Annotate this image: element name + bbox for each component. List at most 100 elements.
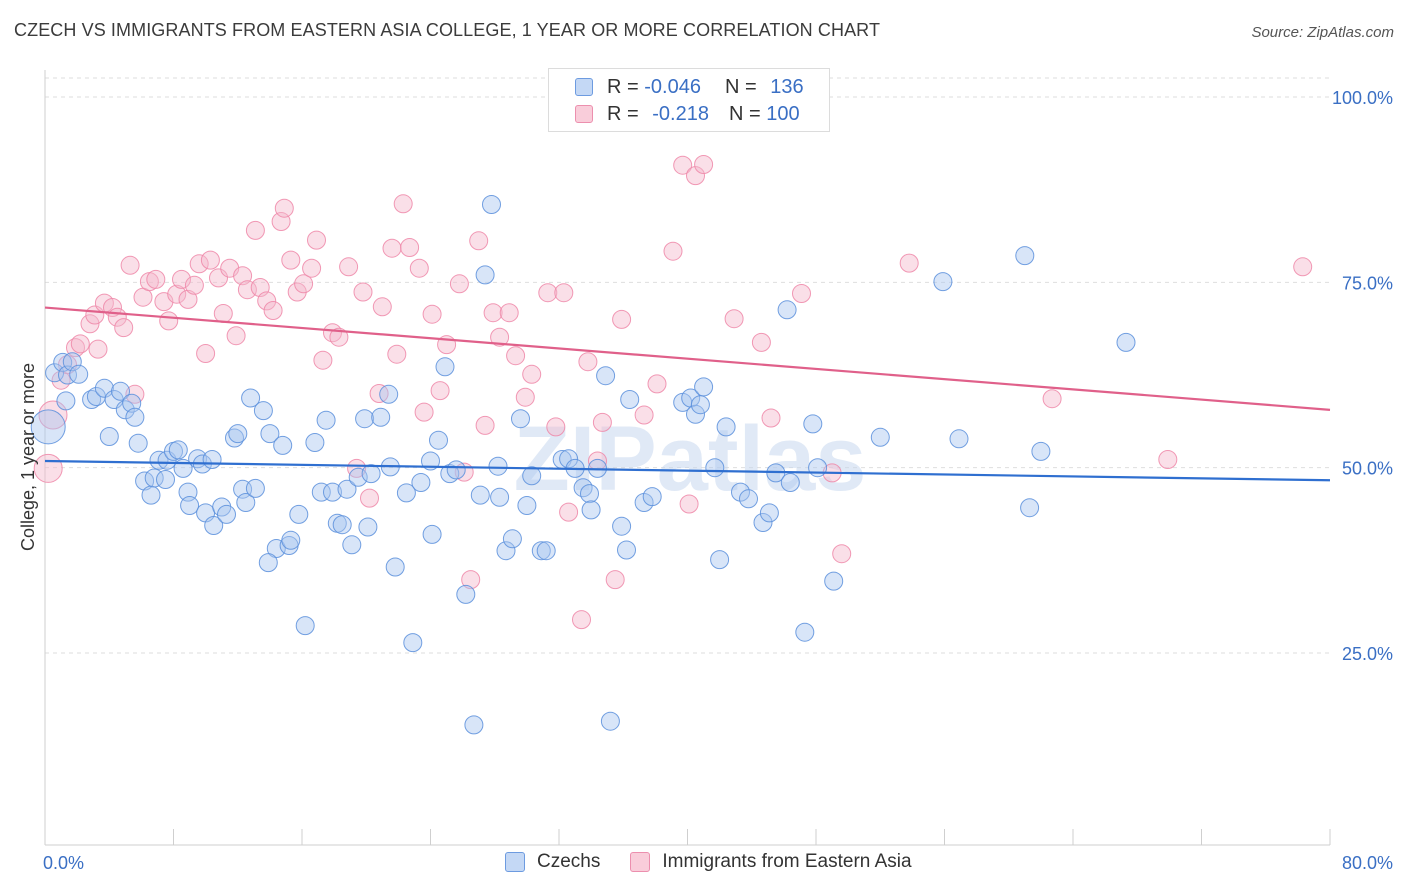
data-point — [339, 257, 359, 277]
data-point — [780, 473, 800, 492]
data-point — [213, 304, 233, 323]
data-point — [464, 715, 484, 735]
data-point — [435, 357, 455, 377]
y-tick-label: 75.0% — [1342, 273, 1393, 293]
data-point — [204, 516, 224, 535]
trend-line — [44, 459, 1331, 482]
data-point — [196, 344, 216, 363]
tick-labels: 25.0% 50.0% 75.0% 100.0% 0.0% 80.0% — [43, 88, 1393, 873]
data-point — [592, 412, 612, 432]
data-point — [253, 401, 273, 421]
data-point — [80, 314, 100, 334]
trend-lines — [44, 306, 1331, 482]
data-point — [178, 289, 198, 309]
data-point — [379, 384, 399, 404]
data-point — [69, 364, 89, 384]
data-point — [400, 238, 420, 257]
data-point — [581, 500, 601, 520]
data-point — [546, 417, 566, 437]
data-point — [686, 404, 705, 424]
data-point — [1116, 332, 1136, 352]
series-legend: Czechs Immigrants from Eastern Asia — [505, 851, 942, 873]
data-point — [559, 502, 579, 522]
data-point — [808, 458, 828, 478]
data-point — [536, 541, 556, 561]
data-point — [620, 390, 640, 409]
data-point — [233, 266, 253, 286]
data-point — [128, 433, 148, 453]
data-point — [371, 407, 391, 427]
data-point — [189, 254, 209, 274]
data-point — [209, 268, 228, 288]
data-point — [612, 309, 632, 329]
data-point — [580, 484, 599, 504]
data-point — [168, 440, 188, 460]
data-point — [263, 301, 283, 320]
data-point — [554, 283, 574, 303]
data-point — [502, 529, 522, 549]
data-point — [258, 553, 278, 573]
data-point — [382, 238, 402, 258]
data-point — [167, 284, 187, 304]
data-point — [294, 274, 314, 294]
data-point — [531, 541, 551, 561]
data-point — [289, 504, 309, 524]
data-point — [506, 346, 526, 366]
y-axis-label: College, 1 year or more — [18, 363, 38, 551]
data-point — [899, 253, 919, 273]
data-point — [120, 255, 140, 275]
legend-item-czechs[interactable]: Czechs — [505, 851, 600, 873]
data-point — [449, 274, 469, 294]
legend-label-czechs: Czechs — [537, 851, 601, 872]
data-point — [642, 487, 662, 507]
r-label: R = — [607, 102, 645, 125]
y-tick-label: 25.0% — [1342, 644, 1393, 664]
y-tick-label: 50.0% — [1342, 459, 1393, 479]
data-point — [617, 540, 636, 560]
data-point — [141, 485, 161, 505]
data-point — [949, 429, 969, 449]
stats-legend: R = -0.046 N = 136 R = -0.218 N = 100 — [548, 68, 830, 132]
data-point — [578, 352, 598, 372]
data-point — [260, 424, 280, 444]
data-point — [53, 352, 73, 372]
data-point — [490, 487, 510, 507]
x-tick-label: 0.0% — [43, 853, 84, 873]
source-label: Source: ZipAtlas.com — [1251, 24, 1394, 41]
chart-title: CZECH VS IMMIGRANTS FROM EASTERN ASIA CO… — [14, 20, 881, 40]
czechs-swatch — [575, 78, 593, 96]
data-point — [30, 409, 66, 445]
data-point — [329, 327, 349, 347]
immigrants-swatch — [575, 105, 593, 123]
data-point — [70, 334, 90, 354]
n-value: 136 — [770, 75, 804, 98]
data-point — [522, 466, 542, 486]
data-point — [358, 517, 378, 537]
data-point — [679, 494, 699, 514]
data-point — [422, 304, 442, 324]
r-label: R = — [607, 75, 645, 98]
data-point — [490, 327, 510, 347]
data-point — [99, 427, 119, 446]
data-point — [1031, 441, 1051, 461]
data-point — [125, 407, 145, 427]
x-tick-label: 80.0% — [1342, 853, 1393, 873]
legend-item-immigrants[interactable]: Immigrants from Eastern Asia — [630, 851, 912, 873]
data-point — [1015, 246, 1035, 266]
data-point — [409, 258, 429, 278]
data-point — [180, 496, 200, 515]
data-point — [1293, 257, 1313, 277]
watermark-text: ZIPatlas — [514, 408, 867, 510]
data-point — [274, 198, 294, 218]
data-point — [440, 464, 460, 484]
data-point — [245, 478, 265, 498]
data-point — [716, 417, 736, 437]
data-point — [94, 378, 114, 398]
data-point — [159, 311, 179, 331]
data-point — [369, 384, 389, 403]
data-point — [663, 241, 683, 261]
data-point — [245, 220, 265, 240]
r-value: -0.046 — [644, 75, 701, 98]
data-point — [605, 570, 625, 590]
data-point — [792, 284, 811, 303]
